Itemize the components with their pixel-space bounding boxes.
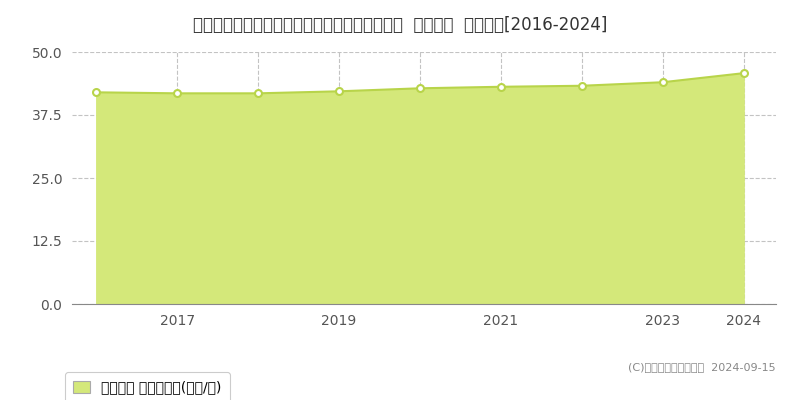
- Text: (C)土地価格ドットコム  2024-09-15: (C)土地価格ドットコム 2024-09-15: [628, 362, 776, 372]
- Text: 千葉県松戸市小金きよしケ丘３丁目１６番１外  地価公示  地価推移[2016-2024]: 千葉県松戸市小金きよしケ丘３丁目１６番１外 地価公示 地価推移[2016-202…: [193, 16, 607, 34]
- Legend: 地価公示 平均坪単価(万円/坪): 地価公示 平均坪単価(万円/坪): [65, 372, 230, 400]
